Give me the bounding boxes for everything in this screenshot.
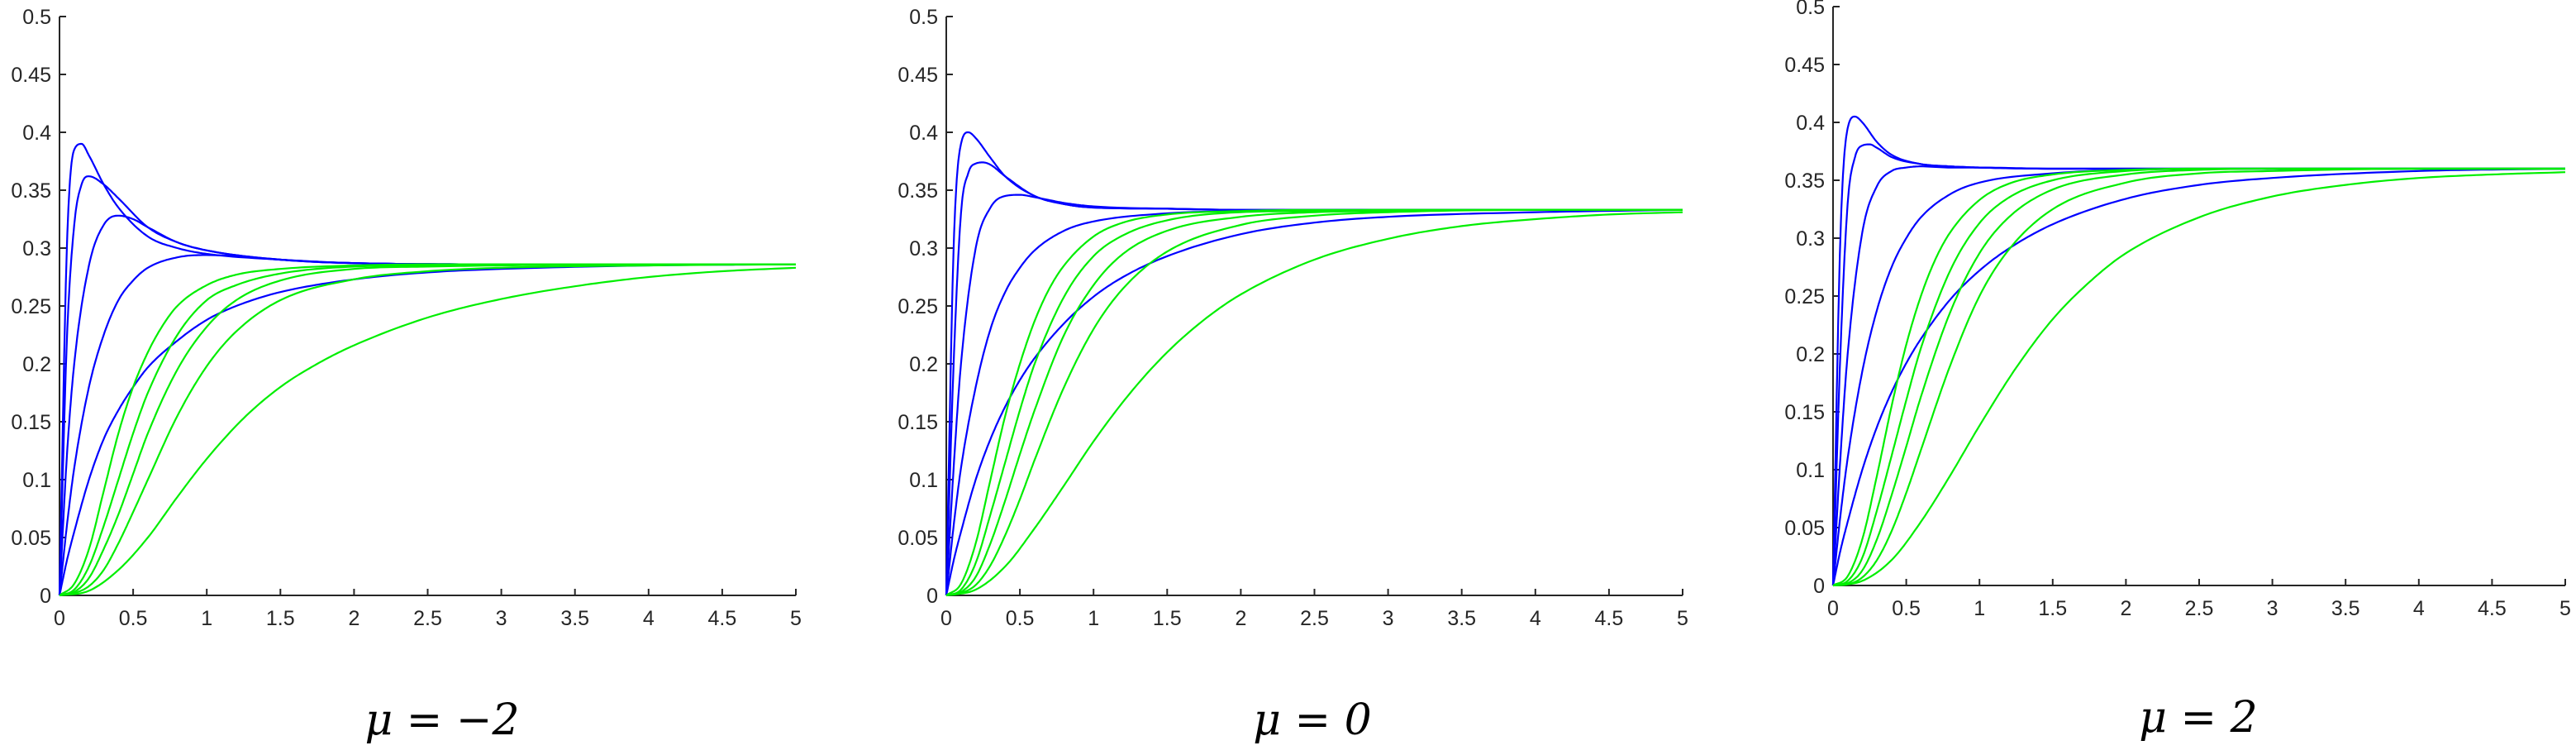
- blue-series-line: [945, 161, 1683, 596]
- x-tick-label: 1.5: [2038, 597, 2067, 620]
- panel-mu-minus-2: μ = −2 0 0.5 1 1.5 2 2.5 3 3.5 4 4.5 5 0 0.05 0.1 0.15…: [11, 6, 802, 745]
- x-tick-label: 0.5: [1006, 607, 1035, 630]
- green-series-line: [945, 208, 1683, 597]
- green-series-line: [1832, 167, 2565, 587]
- x-tick-label: 1.5: [266, 607, 295, 630]
- y-tick-label: 0.3: [909, 237, 938, 260]
- x-tick-label: 2.5: [2185, 597, 2214, 620]
- y-tick-label: 0.2: [22, 353, 51, 376]
- x-tick-label: 1: [1088, 607, 1099, 630]
- x-tick-label: 0.5: [1892, 597, 1921, 620]
- x-tick-label: 4: [1530, 607, 1541, 630]
- blue-series-line: [1831, 143, 2565, 586]
- green-series-line: [1832, 167, 2565, 587]
- green-series-line: [945, 208, 1683, 597]
- y-tick-label: 0.05: [898, 527, 938, 550]
- x-tick-label: 3.5: [1447, 607, 1476, 630]
- y-tick-label: 0.45: [1784, 54, 1825, 77]
- y-tick-label: 0.25: [11, 295, 51, 318]
- y-tick-label: 0.5: [1796, 0, 1825, 19]
- y-tick-label: 0.1: [1796, 459, 1825, 482]
- y-tick-label: 0.3: [22, 237, 51, 260]
- y-tick-label: 0.15: [898, 411, 938, 434]
- panel-caption: μ = −2: [364, 695, 519, 745]
- x-tick-label: 2: [1235, 607, 1246, 630]
- blue-series-line: [1831, 115, 2565, 586]
- blue-series-line: [945, 208, 1683, 596]
- y-tick-label: 0.1: [22, 469, 51, 492]
- x-tick-label: 0: [54, 607, 65, 630]
- panel-mu-2: μ = 2 0 0.5 1 1.5 2 2.5 3 3.5 4 4.5 5 0 0.05 0.1 0.15 0…: [1784, 0, 2571, 743]
- y-tick-label: 0.05: [11, 527, 51, 550]
- blue-series-line: [1831, 165, 2565, 586]
- y-tick-label: 0.4: [909, 122, 938, 145]
- x-tick-label: 4: [643, 607, 655, 630]
- x-tick-label: 4.5: [2478, 597, 2507, 620]
- x-tick-label: 3: [496, 607, 507, 630]
- y-tick-label: 0.2: [909, 353, 938, 376]
- y-tick-label: 0: [926, 585, 938, 608]
- green-series-line: [59, 266, 797, 597]
- green-series-line: [59, 263, 797, 597]
- y-tick-label: 0: [1813, 575, 1825, 598]
- x-tick-label: 5: [790, 607, 802, 630]
- x-tick-label: 2.5: [1300, 607, 1329, 630]
- y-tick-label: 0.25: [898, 295, 938, 318]
- y-tick-label: 0.5: [22, 6, 51, 29]
- y-tick-label: 0: [40, 585, 51, 608]
- y-tick-label: 0.4: [1796, 112, 1825, 135]
- green-series-line: [59, 263, 796, 597]
- x-tick-label: 0: [1827, 597, 1839, 620]
- x-tick-label: 0: [940, 607, 952, 630]
- blue-series-line: [945, 194, 1683, 596]
- x-tick-label: 2.5: [413, 607, 442, 630]
- x-tick-label: 3.5: [560, 607, 589, 630]
- blue-series-line: [1831, 167, 2566, 586]
- x-tick-label: 4.5: [708, 607, 737, 630]
- x-tick-label: 3: [2267, 597, 2278, 620]
- panel-caption: μ = 0: [1253, 695, 1372, 745]
- x-tick-label: 1: [1974, 597, 1985, 620]
- blue-series-line: [1831, 167, 2565, 586]
- y-tick-label: 0.35: [898, 179, 938, 203]
- x-tick-label: 3: [1383, 607, 1394, 630]
- y-tick-label: 0.4: [22, 122, 51, 145]
- y-tick-label: 0.25: [1784, 285, 1825, 308]
- x-tick-label: 4.5: [1595, 607, 1624, 630]
- blue-series-line: [58, 142, 796, 596]
- y-tick-label: 0.05: [1784, 517, 1825, 540]
- y-tick-label: 0.1: [909, 469, 938, 492]
- blue-series-line: [58, 263, 797, 596]
- x-tick-label: 4: [2413, 597, 2425, 620]
- y-tick-label: 0.3: [1796, 227, 1825, 251]
- y-tick-label: 0.45: [11, 64, 51, 87]
- green-series-line: [945, 211, 1683, 597]
- y-tick-label: 0.15: [11, 411, 51, 434]
- y-tick-label: 0.35: [1784, 170, 1825, 193]
- y-tick-label: 0.2: [1796, 343, 1825, 366]
- panel-mu-0: μ = 0 0 0.5 1 1.5 2 2.5 3 3.5 4 4.5 5 0 0.05 0.1 0.15 0…: [898, 6, 1688, 745]
- green-series-line: [1832, 167, 2565, 586]
- y-tick-label: 0.15: [1784, 401, 1825, 424]
- x-tick-label: 1: [201, 607, 212, 630]
- green-series-line: [59, 263, 796, 597]
- panel-caption: μ = 2: [2139, 693, 2258, 743]
- green-series-line: [945, 208, 1683, 597]
- y-tick-label: 0.45: [898, 64, 938, 87]
- x-tick-label: 3.5: [2331, 597, 2360, 620]
- green-series-line: [1832, 171, 2566, 587]
- y-tick-label: 0.35: [11, 179, 51, 203]
- x-tick-label: 2: [348, 607, 359, 630]
- blue-series-line: [58, 254, 796, 596]
- x-tick-label: 1.5: [1153, 607, 1182, 630]
- green-series-line: [1832, 167, 2565, 587]
- y-tick-label: 0.5: [909, 6, 938, 29]
- x-tick-label: 2: [2120, 597, 2131, 620]
- x-tick-label: 0.5: [119, 607, 148, 630]
- x-tick-label: 5: [1677, 607, 1688, 630]
- x-tick-label: 5: [2559, 597, 2571, 620]
